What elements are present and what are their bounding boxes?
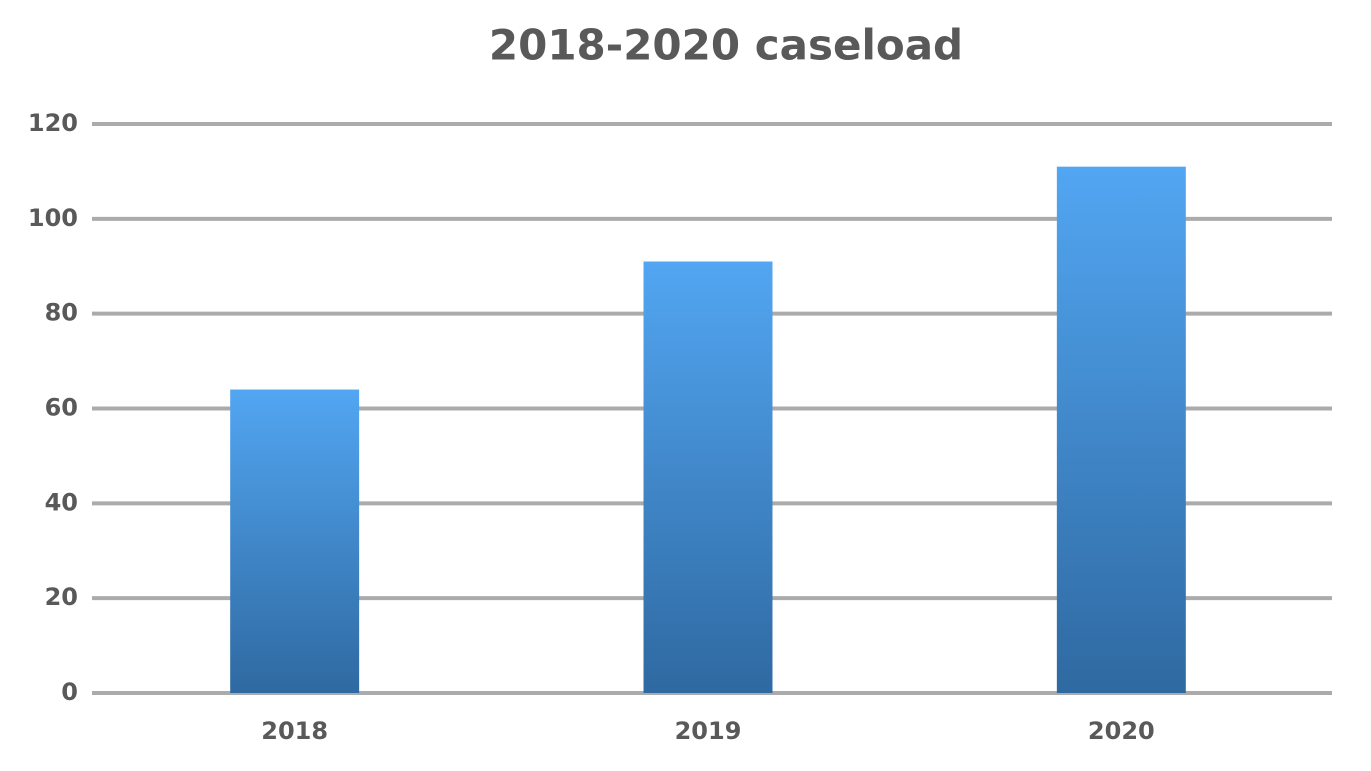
x-tick-label: 2019 bbox=[675, 717, 742, 745]
x-tick-label: 2020 bbox=[1088, 717, 1155, 745]
y-tick-label: 120 bbox=[28, 109, 78, 137]
y-tick-label: 0 bbox=[61, 678, 78, 706]
bar bbox=[643, 261, 773, 693]
y-tick-label: 20 bbox=[45, 583, 78, 611]
y-tick-label: 100 bbox=[28, 204, 78, 232]
y-tick-label: 80 bbox=[45, 299, 78, 327]
chart-title: 2018-2020 caseload bbox=[489, 21, 963, 70]
x-tick-label: 2018 bbox=[261, 717, 328, 745]
bar bbox=[230, 389, 360, 693]
y-tick-label: 40 bbox=[45, 488, 78, 516]
bar bbox=[1056, 166, 1186, 694]
y-tick-label: 60 bbox=[45, 394, 78, 422]
